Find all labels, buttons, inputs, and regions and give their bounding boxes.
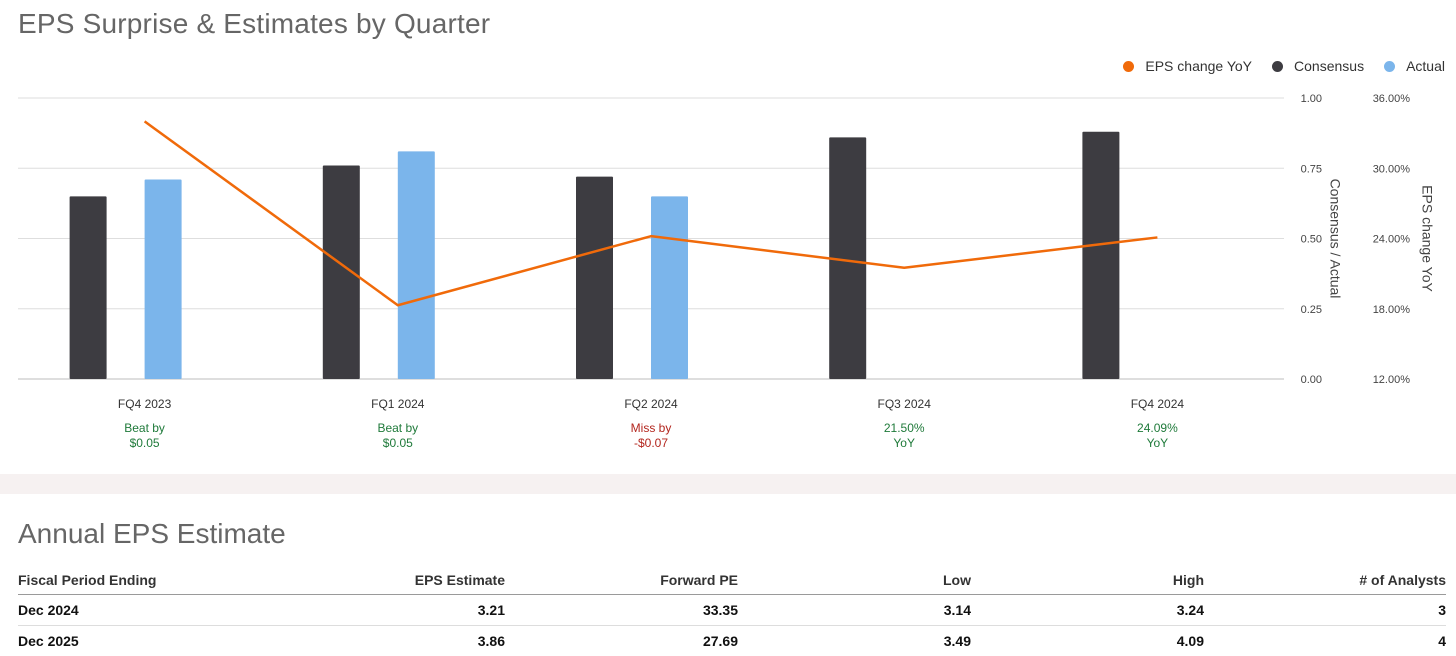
surprise-label: -$0.07 bbox=[634, 436, 668, 450]
x-tick-label: FQ4 2023 bbox=[118, 397, 172, 411]
y-right-tick-label: 24.00% bbox=[1373, 234, 1411, 246]
cell-low: 3.49 bbox=[738, 626, 971, 656]
y-left-tick-label: 0.50 bbox=[1301, 234, 1322, 246]
cell-fiscal-period: Dec 2024 bbox=[18, 595, 268, 626]
surprise-label: 24.09% bbox=[1137, 421, 1178, 435]
bar-actual bbox=[145, 179, 182, 379]
surprise-label: Miss by bbox=[631, 421, 672, 435]
cell-eps-estimate: 3.21 bbox=[268, 595, 505, 626]
y-left-tick-label: 0.25 bbox=[1301, 304, 1322, 316]
cell-high: 4.09 bbox=[971, 626, 1204, 656]
y-right-axis-label: EPS change YoY bbox=[1419, 185, 1435, 292]
col-header-low[interactable]: Low bbox=[738, 566, 971, 595]
table-header-row: Fiscal Period Ending EPS Estimate Forwar… bbox=[18, 566, 1446, 595]
x-tick-label: FQ1 2024 bbox=[371, 397, 425, 411]
surprise-label: $0.05 bbox=[130, 436, 160, 450]
y-left-tick-label: 0.00 bbox=[1301, 374, 1322, 386]
annual-eps-section: Annual EPS Estimate Fiscal Period Ending… bbox=[0, 494, 1456, 655]
table-row: Dec 2024 3.21 33.35 3.14 3.24 3 bbox=[18, 595, 1446, 626]
cell-eps-estimate: 3.86 bbox=[268, 626, 505, 656]
surprise-label: YoY bbox=[1147, 436, 1169, 450]
bar-actual bbox=[651, 196, 688, 379]
surprise-label: Beat by bbox=[124, 421, 165, 435]
y-left-axis-label: Consensus / Actual bbox=[1327, 179, 1343, 299]
y-right-tick-label: 30.00% bbox=[1373, 163, 1411, 175]
col-header-forward-pe[interactable]: Forward PE bbox=[505, 566, 738, 595]
annual-eps-title: Annual EPS Estimate bbox=[18, 518, 286, 550]
y-left-tick-label: 1.00 bbox=[1301, 93, 1322, 105]
cell-high: 3.24 bbox=[971, 595, 1204, 626]
table-row: Dec 2025 3.86 27.69 3.49 4.09 4 bbox=[18, 626, 1446, 656]
surprise-label: 21.50% bbox=[884, 421, 925, 435]
eps-chart: 0.00 12.00% 0.25 18.00% 0.50 24.00% 0.75 30.00%… bbox=[0, 0, 1456, 474]
bar-actual bbox=[398, 151, 435, 379]
cell-analysts: 4 bbox=[1204, 626, 1446, 656]
annual-eps-table: Fiscal Period Ending EPS Estimate Forwar… bbox=[18, 566, 1446, 656]
y-right-tick-label: 12.00% bbox=[1373, 374, 1411, 386]
surprise-label: $0.05 bbox=[383, 436, 413, 450]
x-tick-label: FQ4 2024 bbox=[1131, 397, 1185, 411]
eps-chart-section: EPS Surprise & Estimates by Quarter EPS … bbox=[0, 0, 1456, 474]
y-left-tick-label: 0.75 bbox=[1301, 163, 1322, 175]
col-header-eps-estimate[interactable]: EPS Estimate bbox=[268, 566, 505, 595]
cell-low: 3.14 bbox=[738, 595, 971, 626]
x-tick-label: FQ3 2024 bbox=[878, 397, 932, 411]
cell-forward-pe: 33.35 bbox=[505, 595, 738, 626]
bar-consensus bbox=[1082, 132, 1119, 379]
col-header-analysts[interactable]: # of Analysts bbox=[1204, 566, 1446, 595]
cell-analysts: 3 bbox=[1204, 595, 1446, 626]
col-header-fiscal-period[interactable]: Fiscal Period Ending bbox=[18, 566, 268, 595]
bar-consensus bbox=[576, 177, 613, 379]
cell-fiscal-period: Dec 2025 bbox=[18, 626, 268, 656]
cell-forward-pe: 27.69 bbox=[505, 626, 738, 656]
col-header-high[interactable]: High bbox=[971, 566, 1204, 595]
surprise-label: YoY bbox=[893, 436, 915, 450]
bar-consensus bbox=[70, 196, 107, 379]
surprise-label: Beat by bbox=[377, 421, 418, 435]
x-tick-label: FQ2 2024 bbox=[624, 397, 678, 411]
y-right-tick-label: 36.00% bbox=[1373, 93, 1411, 105]
section-separator bbox=[0, 474, 1456, 494]
y-right-tick-label: 18.00% bbox=[1373, 304, 1411, 316]
